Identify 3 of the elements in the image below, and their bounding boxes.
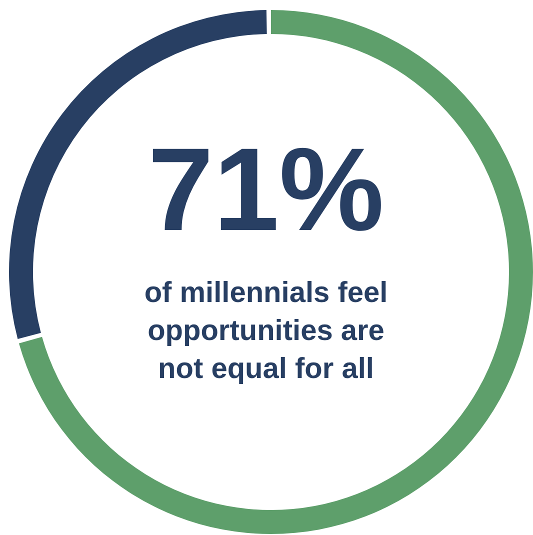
donut-slice bbox=[18, 10, 533, 534]
text: of millennials feel opportunities are not equal for all bbox=[144, 277, 388, 385]
data-label: 71% bbox=[148, 124, 384, 256]
